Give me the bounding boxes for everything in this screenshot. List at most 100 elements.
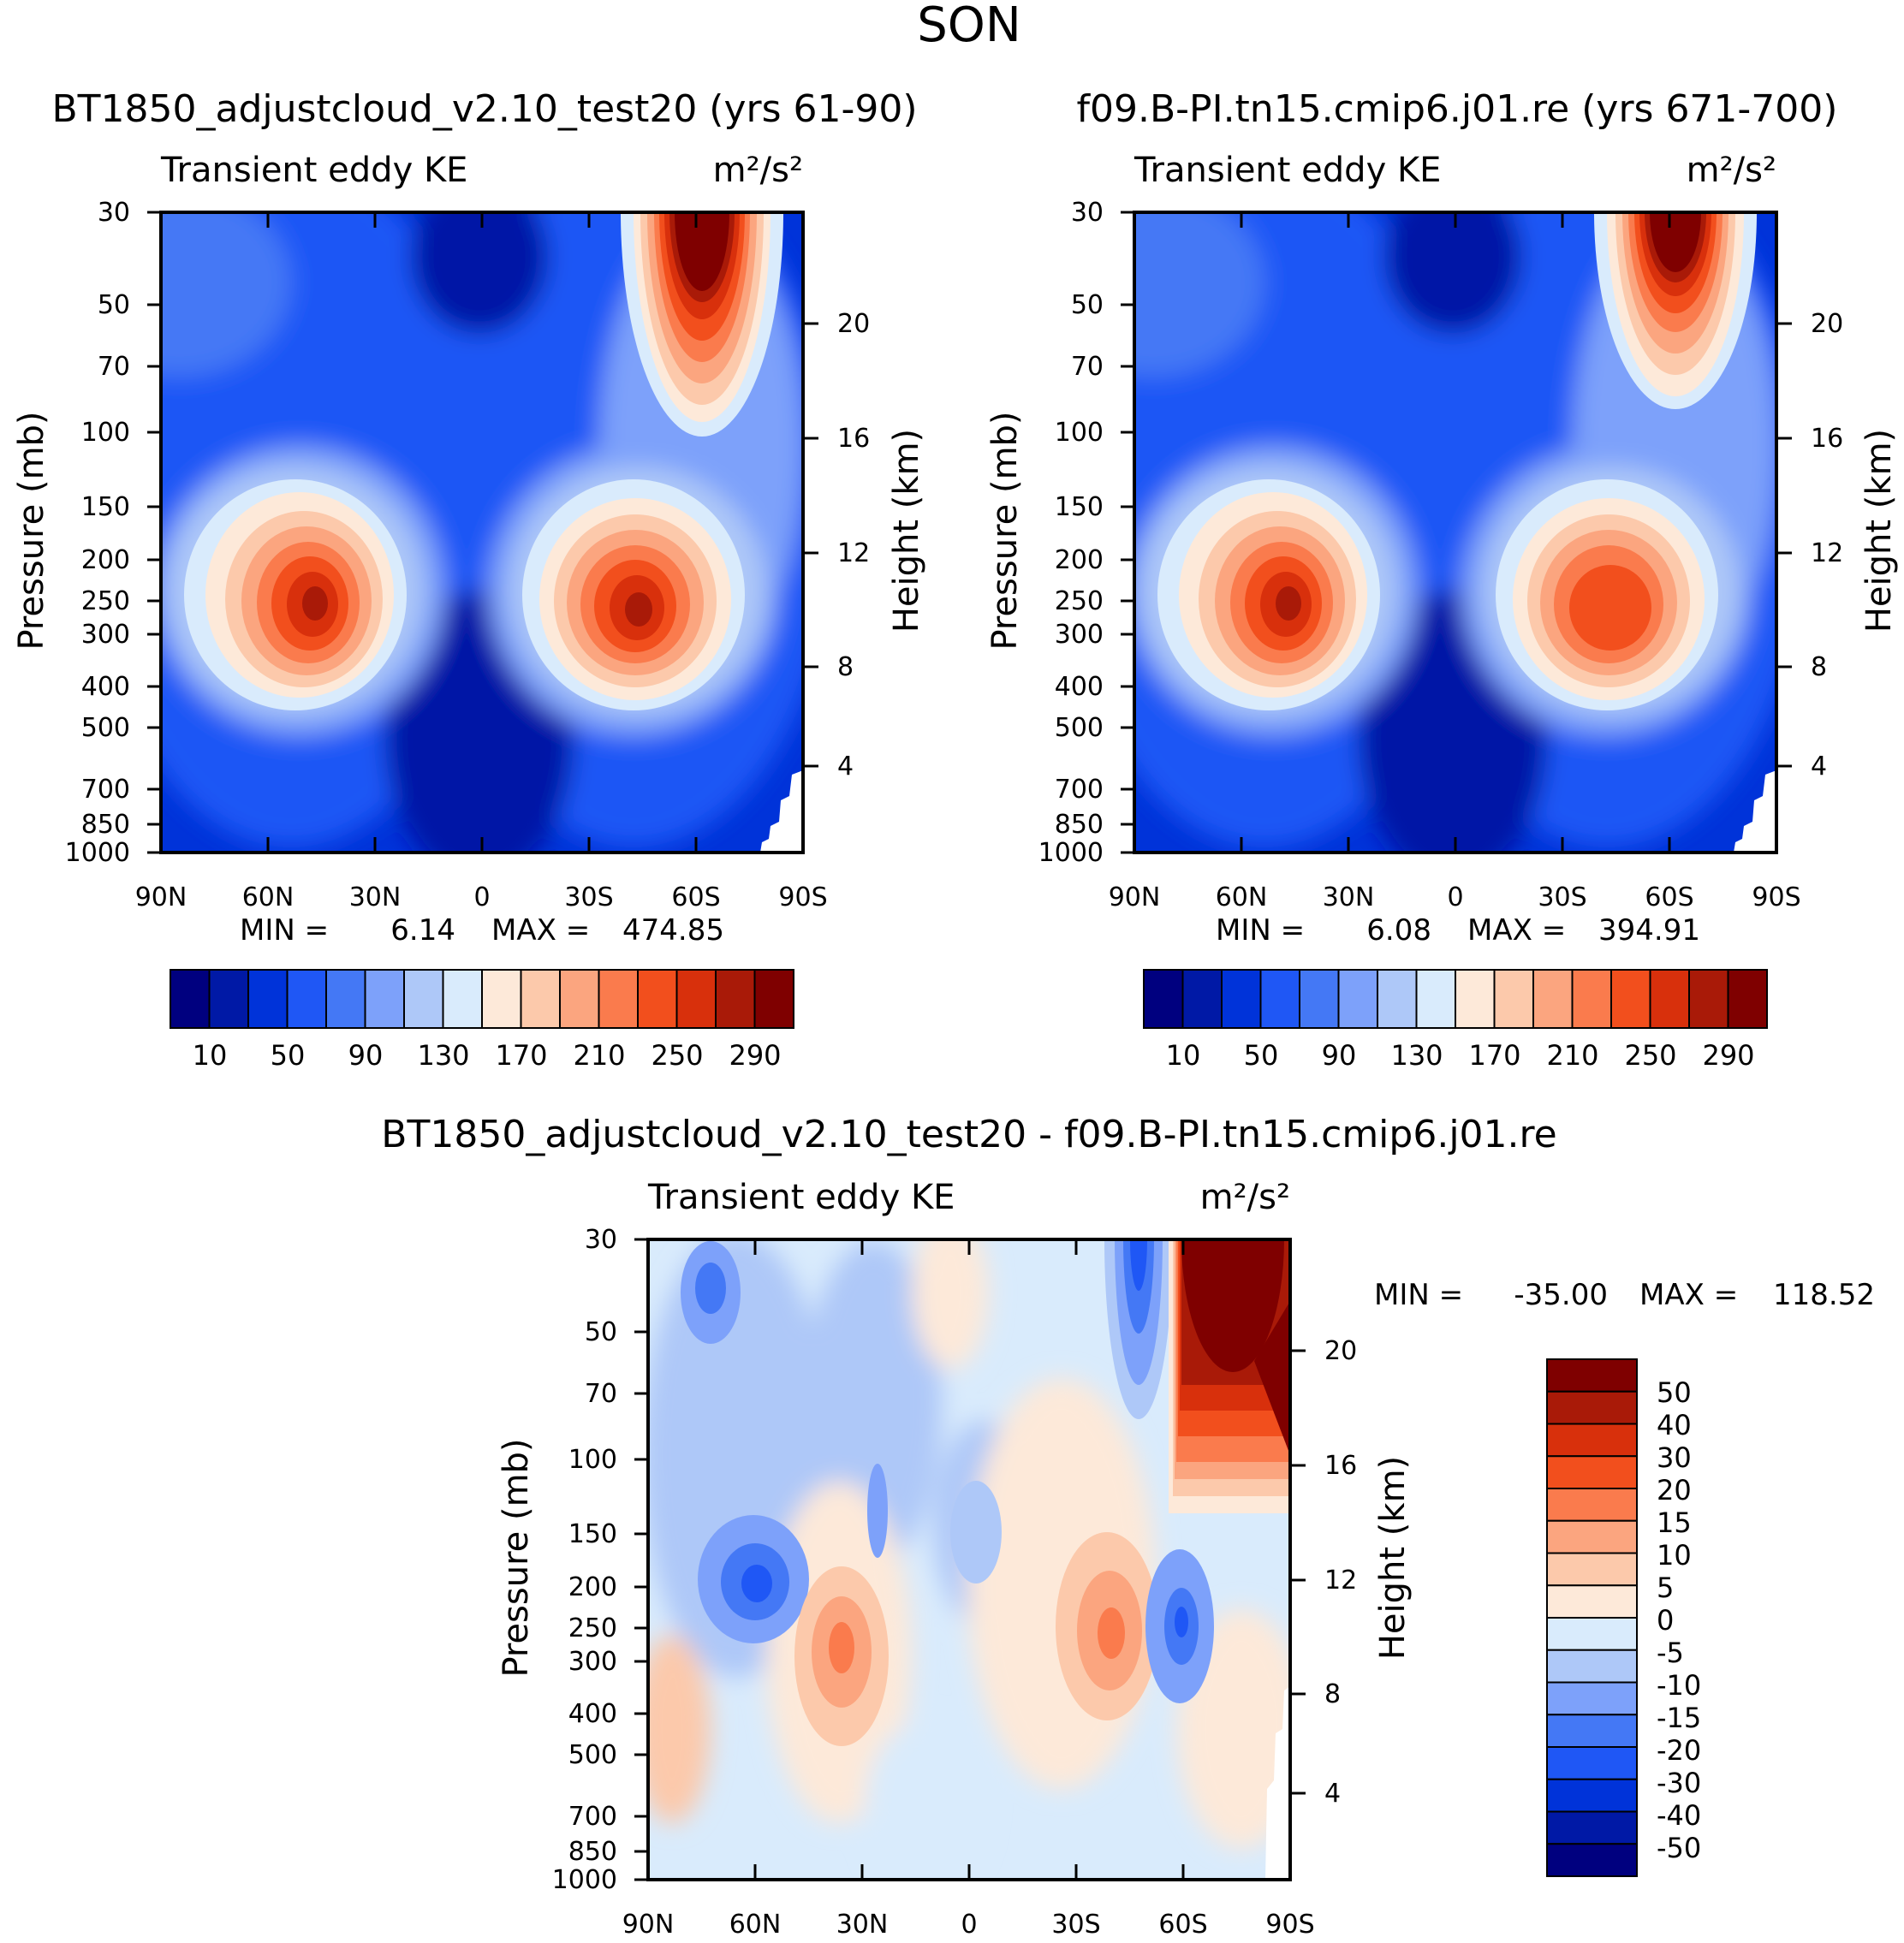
colorbar-label: 20 xyxy=(1657,1474,1692,1506)
colorbar-label: 210 xyxy=(573,1039,625,1072)
colorbar-swatch xyxy=(286,969,327,1029)
x-tick-label: 60S xyxy=(671,882,720,912)
y-right-tick-label: 12 xyxy=(1811,538,1843,568)
max-value: 474.85 xyxy=(622,913,724,948)
colorbar-label: -5 xyxy=(1657,1637,1684,1669)
panel-case-minmax: MIN = 6.14 MAX = 474.85 xyxy=(240,913,724,948)
panel-case-xticks: 90N 60N 30N 0 30S 60S 90S xyxy=(135,882,828,912)
colorbar-label: 250 xyxy=(1624,1039,1676,1072)
colorbar-swatch xyxy=(170,969,211,1029)
y-tick-label: 1000 xyxy=(552,1865,617,1895)
panel-diff-yticks: 30 50 70 100 150 200 250 300 400 500 700… xyxy=(552,1225,617,1895)
min-value: 6.14 xyxy=(390,913,455,948)
panel-diff: BT1850_adjustcloud_v2.10_test20 - f09.B-… xyxy=(381,1113,1875,1940)
colorbar-swatch xyxy=(520,969,561,1029)
min-label: MIN = xyxy=(240,913,329,948)
colorbar-swatch xyxy=(1546,1649,1638,1684)
colorbar-label: 290 xyxy=(1702,1039,1754,1072)
colorbar-swatch xyxy=(1143,969,1184,1029)
panel-diff-ylabel-right: Height (km) xyxy=(1373,1456,1413,1660)
y-right-tick-label: 8 xyxy=(1811,652,1827,682)
colorbar-label: 0 xyxy=(1657,1604,1674,1637)
panel-control-title: f09.B-PI.tn15.cmip6.j01.re (yrs 671-700) xyxy=(1077,87,1838,131)
y-tick-label: 400 xyxy=(1055,672,1104,702)
colorbar-swatch xyxy=(559,969,600,1029)
y-tick-label: 70 xyxy=(1071,352,1104,382)
panel-control: f09.B-PI.tn15.cmip6.j01.re (yrs 671-700)… xyxy=(985,87,1899,1072)
y-tick-label: 200 xyxy=(1055,545,1104,575)
y-tick-label: 50 xyxy=(1071,290,1104,320)
panel-control-field xyxy=(1134,212,1776,853)
y-tick-label: 150 xyxy=(1055,492,1104,522)
colorbar-swatch xyxy=(1377,969,1418,1029)
colorbar-swatch xyxy=(1546,1617,1638,1651)
colorbar-swatch xyxy=(1546,1681,1638,1716)
colorbar-swatch xyxy=(1532,969,1574,1029)
max-label: MAX = xyxy=(1467,913,1566,948)
colorbar-label: 5 xyxy=(1657,1572,1674,1604)
panel-case-colorbar-labels: 10 50 90 130 170 210 250 290 xyxy=(193,1039,782,1072)
y-tick-label: 300 xyxy=(1055,620,1104,650)
panel-case-yticks-right: 20 16 12 8 4 xyxy=(837,309,870,781)
y-right-tick-label: 16 xyxy=(1324,1451,1357,1481)
colorbar-swatch xyxy=(675,969,717,1029)
panel-diff-colorbar xyxy=(1546,1358,1638,1877)
y-tick-label: 700 xyxy=(81,775,130,805)
y-right-tick-label: 20 xyxy=(837,309,870,339)
y-tick-label: 250 xyxy=(1055,586,1104,616)
panel-control-minmax: MIN = 6.08 MAX = 394.91 xyxy=(1216,913,1700,948)
panel-case-ylabel-right: Height (km) xyxy=(887,429,926,633)
colorbar-swatch xyxy=(1181,969,1223,1029)
x-tick-label: 30S xyxy=(564,882,613,912)
colorbar-swatch xyxy=(481,969,522,1029)
y-tick-label: 500 xyxy=(568,1740,617,1770)
x-tick-label: 30S xyxy=(1538,882,1586,912)
colorbar-label: 130 xyxy=(1390,1039,1443,1072)
y-right-tick-label: 4 xyxy=(1324,1779,1341,1809)
colorbar-label: 90 xyxy=(1322,1039,1357,1072)
x-tick-label: 60N xyxy=(242,882,295,912)
y-tick-label: 250 xyxy=(568,1613,617,1643)
x-tick-label: 90S xyxy=(1265,1910,1314,1940)
panel-case-variable: Transient eddy KE xyxy=(160,151,467,190)
y-tick-label: 150 xyxy=(568,1519,617,1549)
colorbar-label: 10 xyxy=(193,1039,228,1072)
y-tick-label: 1000 xyxy=(1038,838,1104,868)
panel-case-yticks: 30 50 70 100 150 200 250 300 400 500 700… xyxy=(65,198,130,868)
colorbar-swatch xyxy=(1455,969,1496,1029)
x-tick-label: 0 xyxy=(1447,882,1463,912)
y-right-tick-label: 20 xyxy=(1324,1336,1357,1366)
y-right-tick-label: 16 xyxy=(1811,424,1843,454)
colorbar-label: -15 xyxy=(1657,1702,1701,1734)
colorbar-label: 10 xyxy=(1657,1539,1692,1572)
colorbar-label: 290 xyxy=(729,1039,781,1072)
panel-control-ticks xyxy=(1121,211,1792,854)
x-tick-label: 90S xyxy=(1752,882,1800,912)
panel-case-ylabel: Pressure (mb) xyxy=(12,411,51,650)
colorbar-label: -10 xyxy=(1657,1669,1701,1702)
panel-control-colorbar xyxy=(1143,969,1768,1029)
y-tick-label: 100 xyxy=(81,418,130,448)
colorbar-label: 40 xyxy=(1657,1409,1692,1441)
y-tick-label: 300 xyxy=(81,620,130,650)
y-tick-label: 200 xyxy=(81,545,130,575)
panel-diff-variable: Transient eddy KE xyxy=(647,1178,955,1217)
colorbar-label: -40 xyxy=(1657,1799,1701,1832)
panel-diff-units: m²/s² xyxy=(1200,1178,1290,1217)
colorbar-label: 30 xyxy=(1657,1441,1692,1474)
colorbar-swatch xyxy=(637,969,678,1029)
min-value: 6.08 xyxy=(1366,913,1431,948)
y-right-tick-label: 20 xyxy=(1811,309,1843,339)
x-tick-label: 90S xyxy=(778,882,827,912)
x-tick-label: 90N xyxy=(135,882,187,912)
x-tick-label: 60S xyxy=(1158,1910,1207,1940)
colorbar-label: 130 xyxy=(417,1039,469,1072)
colorbar-swatch xyxy=(1546,1455,1638,1489)
figure-title: SON xyxy=(917,0,1021,53)
x-tick-label: 90N xyxy=(622,1910,675,1940)
panel-control-yticks-right: 20 16 12 8 4 xyxy=(1811,309,1843,781)
y-tick-label: 700 xyxy=(568,1802,617,1832)
x-tick-label: 60N xyxy=(1216,882,1268,912)
y-tick-label: 500 xyxy=(81,713,130,743)
